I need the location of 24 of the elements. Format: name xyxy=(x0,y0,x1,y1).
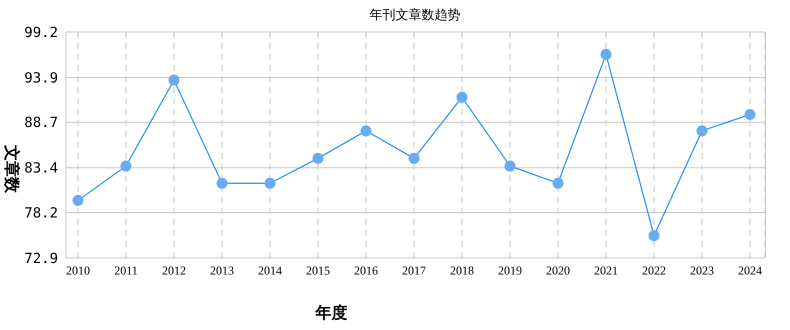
x-tick-label: 2021 xyxy=(594,264,618,278)
x-tick-label: 2015 xyxy=(306,264,330,278)
y-tick-label: 88.7 xyxy=(24,115,58,132)
x-tick-label: 2014 xyxy=(258,264,282,278)
x-tick-label: 2012 xyxy=(162,264,186,278)
x-axis-title: 年度 xyxy=(314,303,348,322)
y-axis-title: 文章数 xyxy=(2,144,20,194)
x-tick-label: 2024 xyxy=(738,264,762,278)
x-tick-label: 2018 xyxy=(450,264,474,278)
y-tick-label: 78.2 xyxy=(24,205,58,222)
x-tick-label: 2010 xyxy=(66,264,90,278)
x-tick-label: 2017 xyxy=(402,264,426,278)
x-tick-label: 2023 xyxy=(690,264,714,278)
x-tick-label: 2022 xyxy=(642,264,666,278)
chart-title: 年刊文章数趋势 xyxy=(368,7,462,24)
x-tick-label: 2011 xyxy=(114,264,138,278)
y-tick-label: 72.9 xyxy=(24,250,58,267)
y-tick-label: 83.4 xyxy=(24,160,58,177)
x-tick-label: 2016 xyxy=(354,264,378,278)
y-tick-label: 93.9 xyxy=(24,70,58,87)
x-tick-label: 2013 xyxy=(210,264,234,278)
y-tick-label: 99.2 xyxy=(24,24,58,41)
x-tick-label: 2019 xyxy=(498,264,522,278)
x-tick-label: 2020 xyxy=(546,264,570,278)
